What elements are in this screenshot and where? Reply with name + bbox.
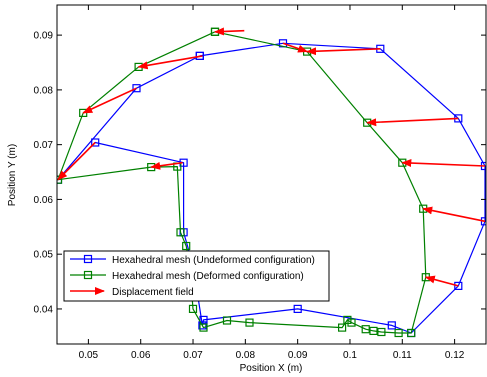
- x-tick-label: 0.07: [183, 350, 203, 361]
- deformed-node-marker: [377, 327, 386, 337]
- deformed-node-marker: [188, 304, 198, 313]
- plot-frame: [56, 4, 487, 345]
- y-axis-ticks: 0.04 0.05 0.06 0.07 0.08 0.09: [34, 31, 486, 315]
- legend-label-deformed: Hexahedral mesh (Deformed configuration): [112, 271, 304, 282]
- undeformed-node-marker: [132, 84, 141, 93]
- displacement-arrow: [422, 206, 486, 223]
- deformed-node-marker: [394, 328, 403, 338]
- deformed-node-marker: [369, 326, 378, 335]
- displacement-arrow: [137, 55, 203, 70]
- legend-label-undeformed: Hexahedral mesh (Undeformed configuratio…: [112, 255, 315, 266]
- deformed-node-marker: [407, 328, 416, 338]
- deformed-node-marker: [338, 323, 347, 332]
- y-tick-label: 0.07: [34, 140, 54, 151]
- deformed-node-marker: [245, 318, 254, 327]
- displacement-arrow: [306, 47, 381, 56]
- y-axis-title: Position Y (m): [7, 144, 18, 206]
- undeformed-node-marker: [195, 51, 204, 61]
- displacement-arrow: [424, 275, 459, 287]
- y-tick-label: 0.06: [34, 195, 54, 206]
- x-tick-label: 0.1: [343, 350, 357, 361]
- y-tick-label: 0.08: [34, 85, 54, 96]
- deformed-node-marker: [199, 323, 208, 332]
- y-tick-label: 0.09: [34, 31, 54, 42]
- legend-box: [63, 250, 330, 302]
- plot-area: [57, 27, 486, 338]
- displacement-arrow: [401, 159, 486, 168]
- legend: Hexahedral mesh (Undeformed configuratio…: [63, 250, 330, 302]
- undeformed-node-marker: [199, 315, 208, 324]
- displacement-arrow: [366, 117, 459, 127]
- displacement-arrow: [57, 141, 96, 181]
- x-axis-ticks: 0.05 0.06 0.07 0.08 0.09 0.1 0.11 0.12: [79, 5, 465, 361]
- x-tick-label: 0.05: [79, 350, 99, 361]
- undeformed-node-marker: [387, 321, 396, 330]
- displacement-arrow: [282, 42, 309, 53]
- deformed-node-marker: [176, 228, 185, 237]
- undeformed-node-marker: [91, 138, 100, 147]
- deformed-node-marker: [343, 315, 352, 324]
- displacement-arrow-layer: [57, 27, 486, 287]
- x-tick-label: 0.06: [131, 350, 151, 361]
- legend-deformed-marker: [83, 270, 93, 280]
- y-tick-label: 0.04: [34, 304, 54, 315]
- undeformed-node-marker: [198, 321, 207, 330]
- x-tick-label: 0.11: [393, 350, 412, 361]
- undeformed-node-marker: [454, 281, 463, 290]
- x-tick-label: 0.12: [445, 350, 465, 361]
- legend-label-displacement: Displacement field: [112, 287, 194, 298]
- deformed-node-marker: [182, 241, 191, 251]
- x-tick-label: 0.09: [288, 350, 308, 361]
- displacement-arrow: [82, 87, 137, 114]
- x-tick-label: 0.08: [236, 350, 256, 361]
- displacement-arrow: [150, 161, 183, 170]
- x-axis-title: Position X (m): [240, 363, 303, 374]
- deformed-node-marker: [347, 318, 356, 327]
- deformed-node-marker: [361, 325, 370, 334]
- undeformed-node-marker: [293, 304, 302, 313]
- legend-undeformed-marker: [83, 254, 93, 264]
- displacement-arrow: [214, 27, 245, 36]
- deformed-node-marker: [222, 316, 232, 325]
- y-tick-label: 0.05: [34, 250, 54, 261]
